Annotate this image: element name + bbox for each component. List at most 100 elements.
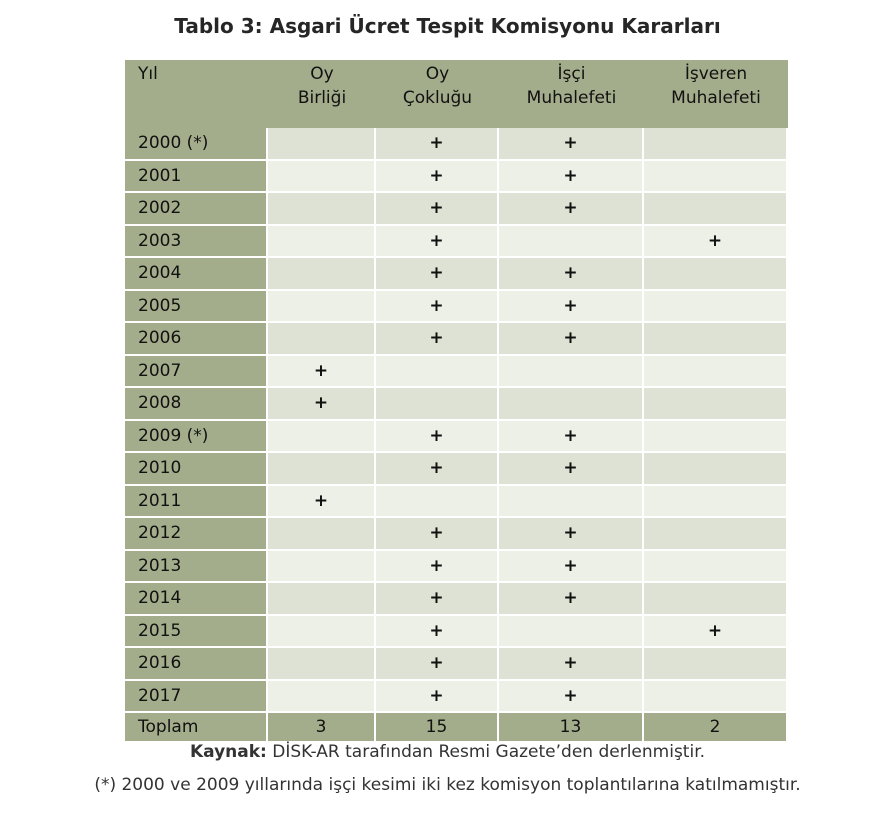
cell-employer-dissent xyxy=(644,453,788,486)
cell-majority xyxy=(376,485,499,518)
cell-unanimous: + xyxy=(268,485,376,518)
table-row: 2003 + + xyxy=(125,225,788,258)
cell-employer-dissent xyxy=(644,388,788,421)
cell-majority: + xyxy=(376,550,499,583)
table-title: Tablo 3: Asgari Ücret Tespit Komisyonu K… xyxy=(174,14,721,38)
cell-unanimous xyxy=(268,225,376,258)
cell-unanimous xyxy=(268,290,376,323)
source-label: Kaynak: xyxy=(189,742,267,762)
cell-majority: + xyxy=(376,583,499,616)
year-cell: 2008 xyxy=(125,388,268,421)
cell-majority xyxy=(376,388,499,421)
cell-majority: + xyxy=(376,453,499,486)
cell-employer-dissent xyxy=(644,258,788,291)
header-worker-dissent: İşçi Muhalefeti xyxy=(499,60,644,128)
cell-unanimous xyxy=(268,453,376,486)
table-row: 2017 + + xyxy=(125,680,788,713)
cell-majority: + xyxy=(376,648,499,681)
table-row: 2004 + + xyxy=(125,258,788,291)
footnote: (*) 2000 ve 2009 yıllarında işçi kesimi … xyxy=(94,775,801,795)
year-cell: 2007 xyxy=(125,355,268,388)
total-majority: 15 xyxy=(376,713,499,741)
year-cell: 2005 xyxy=(125,290,268,323)
table-row: 2002 + + xyxy=(125,193,788,226)
cell-employer-dissent: + xyxy=(644,225,788,258)
cell-employer-dissent xyxy=(644,680,788,713)
year-cell: 2010 xyxy=(125,453,268,486)
cell-majority: + xyxy=(376,258,499,291)
year-cell: 2013 xyxy=(125,550,268,583)
decisions-table: Yıl Oy Birliği Oy Çokluğu İşçi Muhalefet… xyxy=(125,60,788,741)
cell-employer-dissent xyxy=(644,128,788,161)
table-row: 2012 + + xyxy=(125,518,788,551)
header-employer-dissent: İşveren Muhalefeti xyxy=(644,60,788,128)
table-row: 2015 + + xyxy=(125,615,788,648)
cell-unanimous xyxy=(268,128,376,161)
cell-majority: + xyxy=(376,128,499,161)
cell-unanimous xyxy=(268,615,376,648)
table-row: 2006 + + xyxy=(125,323,788,356)
cell-worker-dissent xyxy=(499,485,644,518)
table-row: 2013 + + xyxy=(125,550,788,583)
cell-unanimous xyxy=(268,193,376,226)
table-row: 2011 + xyxy=(125,485,788,518)
cell-unanimous: + xyxy=(268,388,376,421)
cell-employer-dissent xyxy=(644,193,788,226)
cell-unanimous xyxy=(268,680,376,713)
cell-worker-dissent: + xyxy=(499,420,644,453)
cell-worker-dissent: + xyxy=(499,160,644,193)
cell-employer-dissent xyxy=(644,550,788,583)
source-line: Kaynak: DİSK-AR tarafından Resmi Gazete’… xyxy=(0,742,895,762)
total-employer-dissent: 2 xyxy=(644,713,788,741)
year-cell: 2017 xyxy=(125,680,268,713)
cell-worker-dissent: + xyxy=(499,193,644,226)
cell-employer-dissent xyxy=(644,420,788,453)
year-cell: 2002 xyxy=(125,193,268,226)
cell-majority xyxy=(376,355,499,388)
year-cell: 2009 (*) xyxy=(125,420,268,453)
cell-employer-dissent xyxy=(644,485,788,518)
table-row: 2000 (*) + + xyxy=(125,128,788,161)
year-cell: 2012 xyxy=(125,518,268,551)
year-cell: 2015 xyxy=(125,615,268,648)
table-row: 2007 + xyxy=(125,355,788,388)
year-cell: 2004 xyxy=(125,258,268,291)
cell-worker-dissent: + xyxy=(499,648,644,681)
cell-employer-dissent xyxy=(644,323,788,356)
table-row: 2009 (*) + + xyxy=(125,420,788,453)
cell-majority: + xyxy=(376,518,499,551)
total-label: Toplam xyxy=(125,713,268,741)
table-row: 2010 + + xyxy=(125,453,788,486)
header-row: Yıl Oy Birliği Oy Çokluğu İşçi Muhalefet… xyxy=(125,60,788,128)
cell-worker-dissent: + xyxy=(499,258,644,291)
cell-employer-dissent xyxy=(644,355,788,388)
cell-unanimous xyxy=(268,160,376,193)
table-row: 2014 + + xyxy=(125,583,788,616)
cell-worker-dissent xyxy=(499,388,644,421)
header-majority: Oy Çokluğu xyxy=(376,60,499,128)
cell-worker-dissent: + xyxy=(499,453,644,486)
cell-unanimous xyxy=(268,648,376,681)
year-cell: 2016 xyxy=(125,648,268,681)
table-body: 2000 (*) + +2001 + +2002 + +2003 + +2004 + +2005 + +… xyxy=(125,128,788,741)
cell-worker-dissent: + xyxy=(499,128,644,161)
table-row: 2001 + + xyxy=(125,160,788,193)
cell-majority: + xyxy=(376,615,499,648)
cell-unanimous xyxy=(268,420,376,453)
table-row: 2008 + xyxy=(125,388,788,421)
total-worker-dissent: 13 xyxy=(499,713,644,741)
cell-unanimous xyxy=(268,258,376,291)
cell-employer-dissent xyxy=(644,648,788,681)
year-cell: 2000 (*) xyxy=(125,128,268,161)
year-cell: 2001 xyxy=(125,160,268,193)
cell-majority: + xyxy=(376,193,499,226)
cell-unanimous xyxy=(268,518,376,551)
year-cell: 2011 xyxy=(125,485,268,518)
cell-worker-dissent: + xyxy=(499,290,644,323)
cell-worker-dissent: + xyxy=(499,680,644,713)
header-year: Yıl xyxy=(125,60,268,128)
cell-majority: + xyxy=(376,680,499,713)
cell-employer-dissent xyxy=(644,518,788,551)
total-unanimous: 3 xyxy=(268,713,376,741)
cell-worker-dissent: + xyxy=(499,323,644,356)
